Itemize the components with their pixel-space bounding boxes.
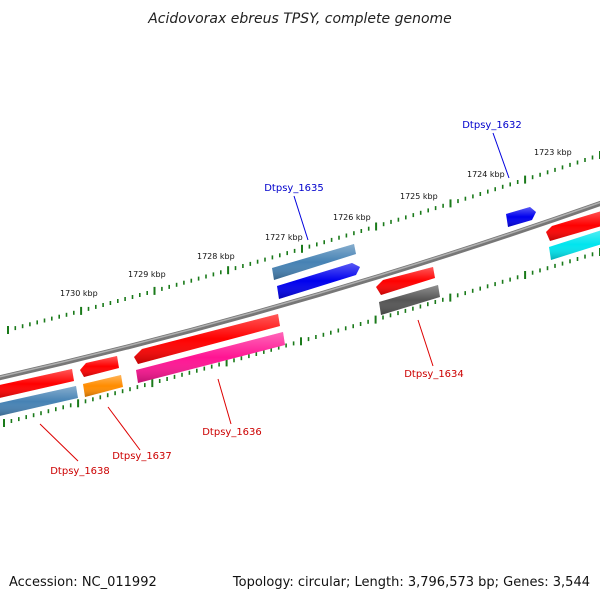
gene-label-1632[interactable]: Dtpsy_1632 (462, 120, 522, 131)
gene-label-1636[interactable]: Dtpsy_1636 (202, 427, 262, 438)
gene-dtpsy-1636-red[interactable] (134, 314, 280, 364)
gene-dtpsy-1634-red[interactable] (376, 267, 435, 295)
gene-dtpsy-1634-gray[interactable] (379, 285, 440, 315)
gene-dtpsy-1637-orange[interactable] (83, 375, 123, 397)
tick-label-1725: 1725 kbp (400, 192, 438, 201)
gene-dtpsy-1632[interactable] (506, 207, 536, 227)
leader-line-1636 (217, 378, 232, 425)
leader-line-1637 (107, 406, 141, 451)
gene-label-1634[interactable]: Dtpsy_1634 (404, 369, 464, 380)
tick-label-1726: 1726 kbp (333, 213, 371, 222)
gene-dtpsy-1635-steelblue[interactable] (272, 244, 356, 280)
leader-line-1635 (293, 195, 309, 241)
genome-backbone-highlight (0, 201, 600, 378)
gene-dtpsy-1638-steelblue[interactable] (0, 386, 78, 417)
genome-backbone (0, 200, 600, 381)
gene-dtpsy-1636-pink[interactable] (136, 332, 285, 383)
accession-text: Accession: NC_011992 (9, 575, 157, 590)
genome-summary-text: Topology: circular; Length: 3,796,573 bp… (232, 575, 590, 590)
gene-dtpsy-1635-blue[interactable] (277, 263, 360, 299)
tick-labels: 1723 kbp 1724 kbp 1725 kbp 1726 kbp 1727… (60, 148, 572, 298)
tick-label-1730: 1730 kbp (60, 289, 98, 298)
tick-label-1727: 1727 kbp (265, 233, 303, 242)
map-title: Acidovorax ebreus TPSY, complete genome (147, 11, 452, 27)
tick-scale-inner (3, 248, 600, 427)
gene-edge-red[interactable] (546, 210, 600, 241)
leader-line-1632 (492, 132, 510, 179)
gene-dtpsy-1637-red[interactable] (80, 356, 119, 377)
leader-line-1634 (417, 319, 434, 367)
tick-label-1728: 1728 kbp (197, 252, 235, 261)
tick-scale-outer (7, 151, 600, 334)
gene-label-1638[interactable]: Dtpsy_1638 (50, 466, 110, 477)
gene-dtpsy-1638-red[interactable] (0, 369, 74, 399)
tick-label-1724: 1724 kbp (467, 170, 505, 179)
tick-label-1729: 1729 kbp (128, 270, 166, 279)
leader-line-1638 (39, 423, 79, 462)
gene-label-1635[interactable]: Dtpsy_1635 (264, 183, 324, 194)
gene-edge-cyan[interactable] (549, 229, 600, 260)
gene-label-1637[interactable]: Dtpsy_1637 (112, 451, 172, 462)
tick-label-1723: 1723 kbp (534, 148, 572, 157)
